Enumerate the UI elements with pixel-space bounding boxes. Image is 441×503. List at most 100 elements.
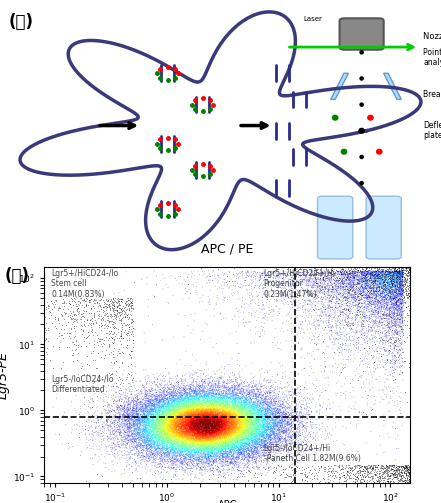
Point: [139, 402, 146, 410]
Point: [360, 320, 367, 328]
Point: [341, 304, 348, 312]
Point: [212, 406, 219, 414]
Point: [222, 429, 229, 437]
Point: [190, 435, 197, 443]
Point: [331, 309, 338, 317]
Point: [232, 399, 239, 407]
Point: [234, 413, 241, 422]
Point: [197, 442, 204, 450]
Point: [133, 410, 140, 418]
Point: [196, 438, 203, 446]
Point: [246, 407, 253, 415]
Point: [212, 382, 219, 390]
Point: [173, 415, 180, 424]
Point: [378, 461, 385, 469]
Point: [197, 417, 204, 426]
Point: [248, 273, 255, 281]
Point: [179, 440, 187, 448]
Point: [232, 433, 239, 441]
Point: [393, 276, 400, 284]
Point: [204, 395, 211, 403]
Point: [400, 273, 407, 281]
Point: [178, 394, 185, 402]
Point: [183, 418, 190, 426]
Point: [158, 423, 165, 431]
Point: [267, 426, 274, 434]
Point: [387, 303, 394, 311]
Point: [348, 284, 355, 292]
Point: [95, 423, 102, 431]
Point: [251, 428, 258, 436]
Point: [221, 428, 228, 436]
Point: [201, 417, 208, 425]
Point: [196, 428, 203, 436]
Point: [228, 422, 235, 430]
Point: [223, 432, 230, 440]
Point: [383, 274, 390, 282]
Point: [232, 429, 239, 437]
Point: [210, 410, 217, 418]
Point: [253, 418, 260, 426]
Point: [199, 403, 206, 411]
Point: [227, 407, 234, 415]
Point: [245, 416, 252, 424]
Point: [150, 397, 157, 405]
Point: [362, 282, 369, 290]
Point: [176, 393, 183, 401]
Point: [234, 419, 241, 427]
Point: [205, 454, 212, 462]
Point: [388, 477, 395, 485]
Point: [158, 396, 165, 404]
Point: [195, 386, 202, 394]
Point: [196, 430, 203, 438]
Point: [286, 430, 293, 438]
Point: [370, 282, 377, 290]
Point: [231, 425, 238, 433]
Point: [179, 416, 187, 425]
Point: [392, 356, 400, 364]
Point: [180, 426, 187, 434]
Point: [221, 407, 228, 415]
Point: [200, 446, 207, 454]
Point: [211, 394, 218, 402]
Point: [386, 289, 393, 297]
Point: [243, 440, 250, 448]
Point: [333, 292, 340, 300]
Point: [388, 272, 395, 280]
Point: [311, 355, 318, 363]
Point: [179, 438, 186, 446]
Point: [145, 418, 152, 427]
Point: [232, 412, 239, 421]
Point: [194, 407, 202, 415]
Point: [144, 404, 151, 412]
Point: [232, 435, 239, 443]
Point: [184, 403, 191, 411]
Point: [225, 412, 232, 421]
Point: [258, 413, 265, 422]
Point: [285, 427, 292, 435]
Point: [382, 273, 389, 281]
Point: [250, 421, 257, 429]
Point: [399, 273, 406, 281]
Point: [243, 432, 250, 440]
Point: [227, 430, 234, 438]
Point: [157, 426, 164, 434]
Point: [211, 444, 218, 452]
Point: [371, 275, 378, 283]
Point: [177, 441, 184, 449]
Point: [254, 393, 261, 401]
Point: [258, 441, 265, 449]
Point: [169, 406, 176, 414]
Point: [223, 414, 230, 423]
Point: [246, 413, 253, 421]
Point: [224, 398, 231, 406]
Point: [220, 427, 227, 435]
Point: [152, 424, 159, 432]
Point: [189, 405, 196, 413]
Point: [117, 410, 124, 418]
Point: [185, 404, 192, 412]
Point: [289, 475, 296, 483]
Point: [390, 287, 397, 295]
Point: [195, 435, 202, 443]
Point: [141, 410, 148, 418]
